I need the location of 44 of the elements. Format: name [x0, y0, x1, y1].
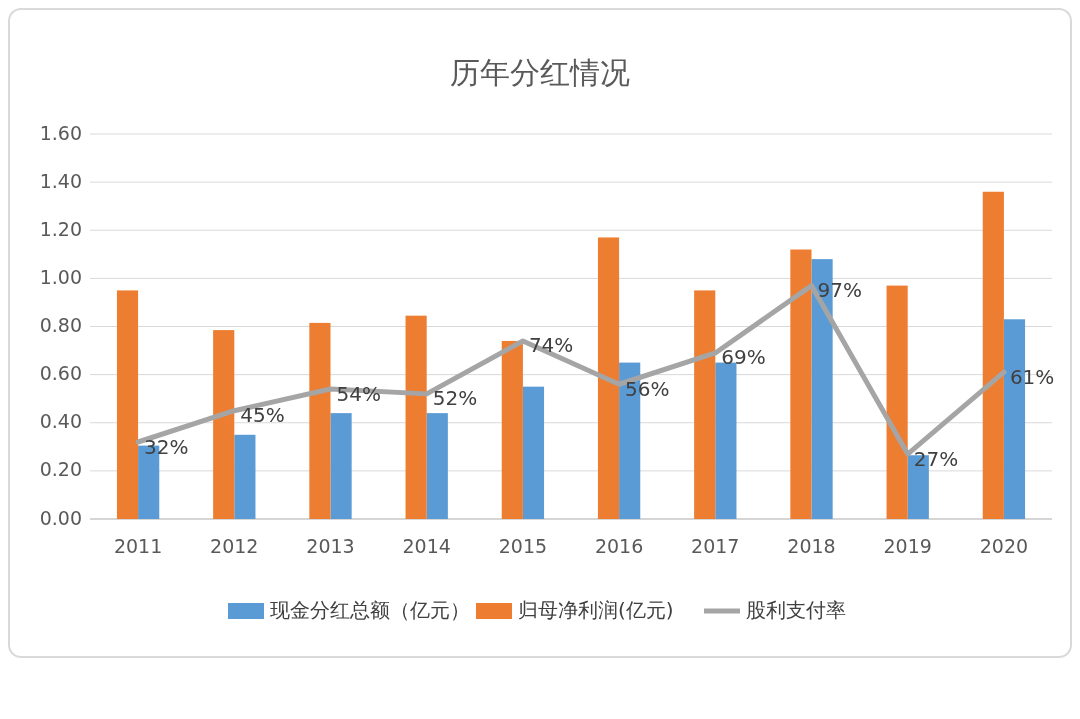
x-tick-label: 2020	[979, 535, 1029, 557]
bar	[405, 315, 427, 519]
x-tick-label: 2013	[306, 535, 355, 557]
bar	[213, 330, 235, 519]
data-label: 32%	[144, 434, 189, 459]
chart-title: 历年分红情况	[450, 55, 630, 90]
y-tick-label: 1.20	[39, 217, 82, 240]
data-label: 69%	[721, 345, 766, 370]
bar	[982, 191, 1004, 519]
bar	[426, 413, 448, 519]
y-tick-label: 1.60	[39, 121, 82, 144]
y-tick-label: 0.60	[39, 362, 82, 385]
y-tick-label: 0.80	[39, 314, 82, 336]
data-label: 74%	[528, 333, 574, 358]
bar	[715, 362, 737, 519]
bar	[501, 340, 523, 519]
bar	[694, 290, 716, 519]
data-label: 45%	[240, 403, 285, 428]
data-label: 52%	[432, 386, 478, 411]
bar	[116, 290, 139, 519]
x-tick-label: 2012	[210, 535, 259, 557]
bar	[886, 285, 908, 519]
legend-label: 现金分红总额（亿元）	[270, 597, 470, 622]
x-tick-label: 2017	[691, 535, 740, 557]
y-tick-label: 0.40	[39, 410, 82, 433]
y-tick-label: 0.20	[39, 458, 82, 481]
y-tick-label: 1.40	[39, 169, 82, 192]
bar	[597, 237, 620, 519]
data-label: 54%	[336, 381, 381, 406]
x-tick-label: 2019	[883, 535, 932, 557]
y-tick-label: 1.00	[39, 265, 82, 288]
x-tick-label: 2018	[787, 535, 836, 557]
x-tick-label: 2015	[498, 535, 548, 557]
bar	[309, 322, 331, 519]
y-tick-label: 0.00	[39, 506, 82, 529]
bar	[790, 249, 812, 519]
bar	[234, 434, 256, 519]
legend-label: 归母净利润(亿元)	[518, 597, 674, 622]
x-tick-label: 2011	[113, 535, 163, 557]
bar	[522, 386, 545, 519]
x-tick-label: 2014	[402, 535, 451, 557]
bar	[330, 413, 352, 519]
legend-label: 股利支付率	[746, 597, 846, 622]
x-tick-label: 2016	[594, 535, 644, 557]
